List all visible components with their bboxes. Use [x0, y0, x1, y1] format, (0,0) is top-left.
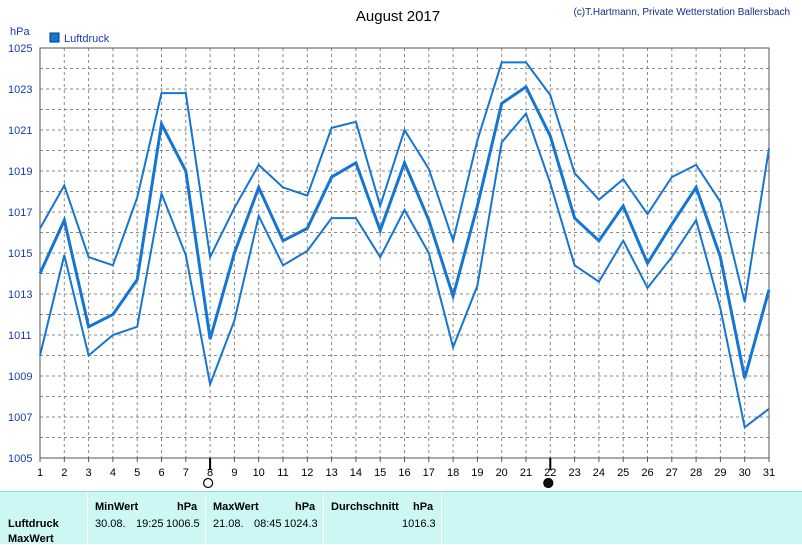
pressure-chart: August 2017 (c)T.Hartmann, Private Wette…: [8, 7, 790, 489]
series-line-max: [39, 61, 770, 303]
x-tick-label: 26: [641, 467, 653, 479]
y-tick-label: 1019: [8, 166, 32, 178]
panel-divider: [87, 492, 88, 544]
x-tick-label: 9: [231, 467, 237, 479]
row-label-luftdruck: Luftdruck: [8, 518, 59, 530]
x-tick-label: 3: [86, 467, 92, 479]
x-tick-label: 7: [183, 467, 189, 479]
y-tick-label: 1017: [8, 207, 32, 219]
panel-divider: [441, 492, 442, 544]
x-tick-label: 31: [763, 467, 775, 479]
x-tick-label: 13: [325, 467, 337, 479]
y-tick-label: 1025: [8, 43, 32, 55]
y-axis-unit: hPa: [10, 26, 30, 38]
max-time: 08:45: [254, 518, 282, 530]
x-tick-label: 5: [134, 467, 140, 479]
x-tick-label: 23: [568, 467, 580, 479]
avg-unit-header: hPa: [413, 501, 434, 513]
new-moon-marker: [203, 477, 214, 489]
max-header: MaxWert: [213, 501, 259, 513]
x-tick-label: 19: [471, 467, 483, 479]
x-tick-label: 10: [253, 467, 265, 479]
row-label-maxwert: MaxWert: [8, 533, 54, 545]
series-line-min: [39, 111, 770, 430]
max-value: 1024.3: [284, 518, 318, 530]
legend-swatch: [49, 32, 60, 43]
x-tick-label: 25: [617, 467, 629, 479]
y-tick-label: 1005: [8, 453, 32, 465]
x-tick-label: 8: [207, 467, 213, 479]
credit-text: (c)T.Hartmann, Private Wetterstation Bal…: [573, 7, 790, 18]
x-tick-label: 17: [423, 467, 435, 479]
x-tick-label: 16: [398, 467, 410, 479]
x-tick-label: 1: [37, 467, 43, 479]
panel-divider: [323, 492, 324, 544]
series-line-mean: [38, 84, 771, 379]
x-tick-label: 14: [350, 467, 362, 479]
x-tick-label: 11: [277, 467, 288, 479]
y-tick-label: 1009: [8, 371, 32, 383]
max-unit-header: hPa: [295, 501, 316, 513]
y-tick-label: 1015: [8, 248, 32, 260]
min-date: 30.08.: [95, 518, 126, 530]
y-tick-label: 1021: [8, 125, 32, 137]
max-date: 21.08.: [213, 518, 244, 530]
min-value: 1006.5: [166, 518, 200, 530]
x-tick-label: 15: [374, 467, 386, 479]
x-tick-label: 12: [301, 467, 313, 479]
y-tick-label: 1023: [8, 84, 32, 96]
x-tick-label: 27: [666, 467, 678, 479]
chart-title: August 2017: [356, 8, 440, 25]
x-tick-label: 21: [520, 467, 532, 479]
x-tick-label: 30: [739, 467, 751, 479]
full-moon-marker: [543, 477, 554, 489]
legend-label: Luftdruck: [64, 33, 110, 45]
avg-header: Durchschnitt: [331, 501, 399, 513]
panel-divider: [205, 492, 206, 544]
avg-value: 1016.3: [402, 518, 436, 530]
min-unit-header: hPa: [177, 501, 198, 513]
x-tick-label: 2: [61, 467, 67, 479]
x-tick-label: 20: [496, 467, 508, 479]
x-tick-label: 6: [158, 467, 164, 479]
y-tick-label: 1011: [8, 330, 32, 342]
y-tick-label: 1013: [8, 289, 32, 301]
x-tick-label: 28: [690, 467, 702, 479]
min-header: MinWert: [95, 501, 139, 513]
min-time: 19:25: [136, 518, 164, 530]
x-tick-label: 22: [544, 467, 556, 479]
x-tick-label: 29: [714, 467, 726, 479]
y-tick-label: 1007: [8, 412, 32, 424]
x-tick-label: 24: [593, 467, 605, 479]
x-tick-label: 4: [110, 467, 116, 479]
x-tick-label: 18: [447, 467, 459, 479]
stats-panel: MinWert hPa MaxWert hPa Durchschnitt hPa…: [0, 491, 802, 545]
